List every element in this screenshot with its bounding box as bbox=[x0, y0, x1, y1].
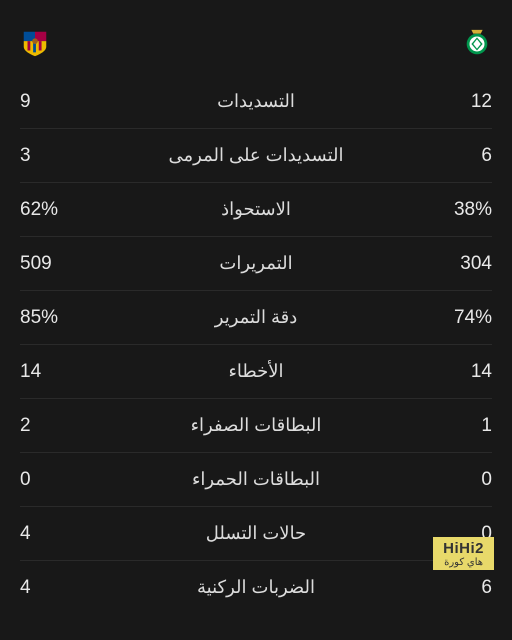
watermark-subtitle: هاي كورة bbox=[443, 557, 484, 568]
stat-left-value: 0 bbox=[20, 469, 90, 491]
table-row: 0 البطاقات الحمراء 0 bbox=[20, 453, 492, 507]
stat-right-value: 0 bbox=[422, 469, 492, 491]
stat-left-value: 3 bbox=[20, 145, 90, 167]
table-row: 4 حالات التسلل 0 bbox=[20, 507, 492, 561]
table-row: 2 البطاقات الصفراء 1 bbox=[20, 399, 492, 453]
table-row: 9 التسديدات 12 bbox=[20, 75, 492, 129]
stat-left-value: 85% bbox=[20, 307, 90, 329]
stat-label: التسديدات bbox=[90, 91, 422, 112]
stat-left-value: 14 bbox=[20, 361, 90, 383]
stat-right-value: 12 bbox=[422, 91, 492, 113]
stat-right-value: 14 bbox=[422, 361, 492, 383]
team-right-crest-icon bbox=[462, 28, 492, 58]
stat-left-value: 9 bbox=[20, 91, 90, 113]
stat-right-value: 304 bbox=[422, 253, 492, 275]
watermark-title: HiHi2 bbox=[443, 541, 484, 558]
stat-label: الضربات الركنية bbox=[90, 577, 422, 598]
stat-label: البطاقات الصفراء bbox=[90, 415, 422, 436]
stat-left-value: 62% bbox=[20, 199, 90, 221]
stats-table: 9 التسديدات 12 3 التسديدات على المرمى 6 … bbox=[0, 75, 512, 614]
stats-panel: 9 التسديدات 12 3 التسديدات على المرمى 6 … bbox=[0, 0, 512, 640]
stat-right-value: 1 bbox=[422, 415, 492, 437]
stat-label: الاستحواذ bbox=[90, 199, 422, 220]
table-row: 509 التمريرات 304 bbox=[20, 237, 492, 291]
stat-label: حالات التسلل bbox=[90, 523, 422, 544]
stat-label: البطاقات الحمراء bbox=[90, 469, 422, 490]
stat-label: التسديدات على المرمى bbox=[90, 145, 422, 166]
table-row: 85% دقة التمرير 74% bbox=[20, 291, 492, 345]
stat-right-value: 74% bbox=[422, 307, 492, 329]
stat-left-value: 4 bbox=[20, 577, 90, 599]
stat-label: الأخطاء bbox=[90, 361, 422, 382]
stat-right-value: 38% bbox=[422, 199, 492, 221]
stat-left-value: 509 bbox=[20, 253, 90, 275]
stat-label: التمريرات bbox=[90, 253, 422, 274]
watermark-badge: HiHi2 هاي كورة bbox=[433, 537, 494, 571]
table-row: 3 التسديدات على المرمى 6 bbox=[20, 129, 492, 183]
stat-right-value: 6 bbox=[422, 145, 492, 167]
team-left-crest-icon bbox=[20, 28, 50, 58]
table-row: 4 الضربات الركنية 6 bbox=[20, 561, 492, 614]
stat-label: دقة التمرير bbox=[90, 307, 422, 328]
table-row: 62% الاستحواذ 38% bbox=[20, 183, 492, 237]
table-row: 14 الأخطاء 14 bbox=[20, 345, 492, 399]
stat-left-value: 4 bbox=[20, 523, 90, 545]
stat-right-value: 6 bbox=[422, 577, 492, 599]
stat-left-value: 2 bbox=[20, 415, 90, 437]
header bbox=[0, 0, 512, 75]
